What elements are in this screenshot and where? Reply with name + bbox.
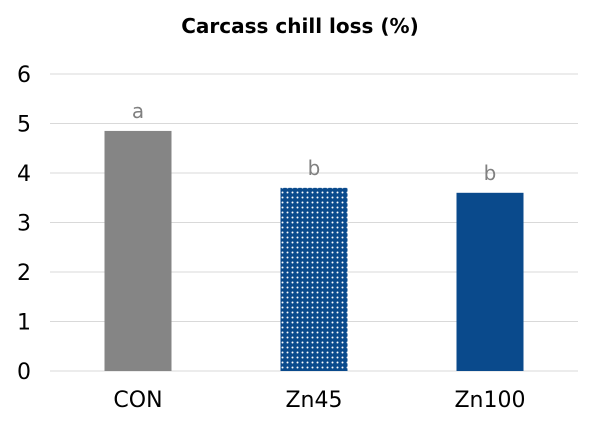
y-tick-label: 0 [17, 360, 31, 385]
bar-data-label: b [484, 161, 497, 185]
x-tick-label: Zn45 [285, 388, 342, 413]
y-tick-label: 4 [17, 162, 31, 187]
y-tick-label: 1 [17, 311, 31, 336]
bar-data-label: a [132, 99, 144, 123]
x-tick-label: Zn100 [454, 388, 525, 413]
x-tick-label: CON [113, 388, 162, 413]
y-tick-label: 6 [17, 63, 31, 88]
y-tick-label: 2 [17, 261, 31, 286]
bar-zn45 [280, 187, 348, 371]
bar-zn100 [456, 192, 524, 371]
bar-data-label: b [308, 156, 321, 180]
y-tick-label: 3 [17, 212, 31, 237]
bar-con [104, 130, 172, 371]
chart-title: Carcass chill loss (%) [181, 14, 419, 38]
y-tick-label: 5 [17, 113, 31, 138]
